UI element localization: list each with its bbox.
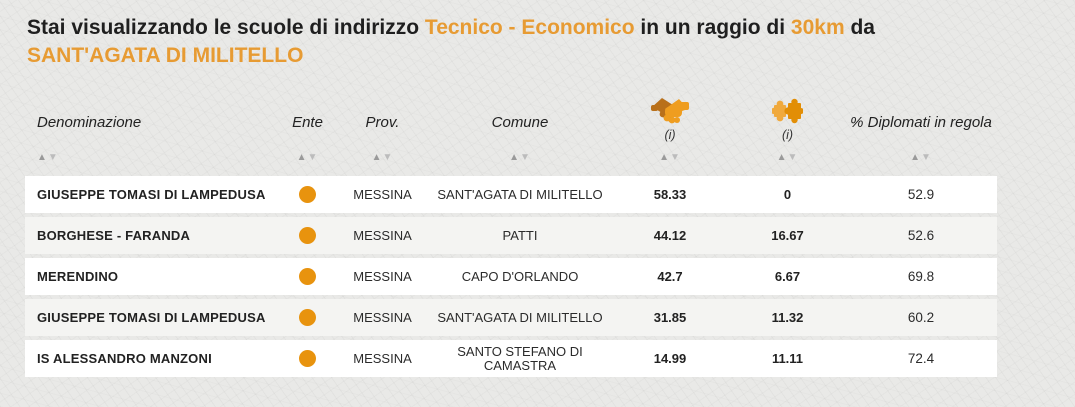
table-header: Denominazione ▲▼ Ente ▲▼ Prov. ▲▼ Comune… <box>25 85 997 163</box>
column-header-handshake: (i) ▲▼ <box>610 85 730 163</box>
sort-desc-icon[interactable]: ▼ <box>787 152 799 163</box>
column-header-prov: Prov. ▲▼ <box>335 85 430 163</box>
info-link[interactable]: (i) <box>781 128 794 142</box>
sort-desc-icon[interactable]: ▼ <box>520 152 531 163</box>
school-name[interactable]: BORGHESE - FARANDA <box>37 227 191 243</box>
sort-desc-icon[interactable]: ▼ <box>47 152 59 163</box>
ente-dot-icon <box>299 309 316 326</box>
table-row[interactable]: BORGHESE - FARANDA MESSINA PATTI 44.12 1… <box>25 217 997 254</box>
title-indirizzo: Tecnico - Economico <box>424 16 635 39</box>
puzzle-value: 6.67 <box>774 268 801 284</box>
table-row[interactable]: MERENDINO MESSINA CAPO D'ORLANDO 42.7 6.… <box>25 258 997 295</box>
column-label: % Diplomati in regola <box>850 114 992 131</box>
sort-arrows[interactable]: ▲▼ <box>777 152 799 163</box>
province-cell: MESSINA <box>353 309 412 325</box>
puzzle-value: 11.11 <box>771 350 804 366</box>
sort-arrows[interactable]: ▲▼ <box>659 152 681 163</box>
ente-dot-icon <box>299 268 316 285</box>
title-text: Stai visualizzando le scuole di indirizz… <box>27 16 425 39</box>
handshake-value: 44.12 <box>653 227 687 243</box>
table-body: GIUSEPPE TOMASI DI LAMPEDUSA MESSINA SAN… <box>25 176 997 381</box>
ente-dot-icon <box>299 227 316 244</box>
column-header-ente: Ente ▲▼ <box>280 85 335 163</box>
comune-cell: PATTI <box>430 227 610 243</box>
handshake-value: 31.85 <box>653 309 687 325</box>
page-title-location: SANT'AGATA DI MILITELLO <box>27 44 304 67</box>
province-cell: MESSINA <box>353 350 412 366</box>
title-text: da <box>844 16 875 39</box>
info-link[interactable]: (i) <box>664 128 676 142</box>
handshake-value: 42.7 <box>657 268 683 284</box>
sort-arrows[interactable]: ▲▼ <box>509 152 531 163</box>
diplomati-value: 52.6 <box>907 227 935 243</box>
table-row[interactable]: IS ALESSANDRO MANZONI MESSINA SANTO STEF… <box>25 340 997 377</box>
diplomati-value: 72.4 <box>907 350 935 366</box>
ente-cell <box>280 227 335 244</box>
sort-asc-icon[interactable]: ▲ <box>37 152 48 163</box>
sort-arrows[interactable]: ▲▼ <box>910 152 932 163</box>
handshake-value: 14.99 <box>653 350 687 366</box>
table-row[interactable]: GIUSEPPE TOMASI DI LAMPEDUSA MESSINA SAN… <box>25 176 997 213</box>
column-label: Ente <box>292 114 323 131</box>
title-radius: 30km <box>790 16 845 39</box>
page-title-line1: Stai visualizzando le scuole di indirizz… <box>27 14 875 42</box>
puzzle-value: 11.32 <box>771 309 804 325</box>
sort-desc-icon[interactable]: ▼ <box>307 152 319 163</box>
comune-cell: SANT'AGATA DI MILITELLO <box>430 186 610 202</box>
sort-desc-icon[interactable]: ▼ <box>382 152 394 163</box>
comune-cell: SANTO STEFANO DI CAMASTRA <box>430 343 610 373</box>
puzzle-value: 0 <box>783 186 792 202</box>
sort-asc-icon[interactable]: ▲ <box>296 152 308 163</box>
column-label: Denominazione <box>37 114 142 131</box>
column-label: Comune <box>491 114 549 131</box>
province-cell: MESSINA <box>353 268 412 284</box>
province-cell: MESSINA <box>353 227 412 243</box>
school-name[interactable]: IS ALESSANDRO MANZONI <box>37 350 212 366</box>
sort-asc-icon[interactable]: ▲ <box>509 152 520 163</box>
ente-cell <box>280 350 335 367</box>
comune-value: PATTI <box>502 227 538 243</box>
handshake-icon <box>651 98 689 124</box>
province-cell: MESSINA <box>353 186 412 202</box>
diplomati-value: 52.9 <box>907 186 935 202</box>
school-name[interactable]: GIUSEPPE TOMASI DI LAMPEDUSA <box>37 186 266 202</box>
column-header-comune: Comune ▲▼ <box>430 85 610 163</box>
ente-cell <box>280 186 335 203</box>
puzzle-icon <box>772 98 803 124</box>
comune-value: SANT'AGATA DI MILITELLO <box>437 186 603 202</box>
ente-cell <box>280 268 335 285</box>
title-text: in un raggio di <box>634 16 791 39</box>
sort-desc-icon[interactable]: ▼ <box>670 152 681 163</box>
comune-value: SANTO STEFANO DI CAMASTRA <box>457 343 583 373</box>
school-name[interactable]: GIUSEPPE TOMASI DI LAMPEDUSA <box>37 309 266 325</box>
column-header-diplomati: % Diplomati in regola ▲▼ <box>845 85 997 163</box>
diplomati-value: 60.2 <box>907 309 935 325</box>
diplomati-value: 69.8 <box>907 268 935 284</box>
puzzle-value: 16.67 <box>771 227 804 243</box>
sort-arrows[interactable]: ▲▼ <box>372 152 394 163</box>
sort-arrows[interactable]: ▲▼ <box>37 152 59 163</box>
ente-cell <box>280 309 335 326</box>
sort-asc-icon[interactable]: ▲ <box>371 152 383 163</box>
page-title: Stai visualizzando le scuole di indirizz… <box>27 14 875 70</box>
sort-asc-icon[interactable]: ▲ <box>659 152 670 163</box>
column-label: Prov. <box>365 114 400 131</box>
sort-arrows[interactable]: ▲▼ <box>297 152 319 163</box>
column-header-denominazione: Denominazione ▲▼ <box>25 85 280 163</box>
comune-value: SANT'AGATA DI MILITELLO <box>437 309 603 325</box>
comune-value: CAPO D'ORLANDO <box>461 268 579 284</box>
table-row[interactable]: GIUSEPPE TOMASI DI LAMPEDUSA MESSINA SAN… <box>25 299 997 336</box>
comune-cell: CAPO D'ORLANDO <box>430 268 610 284</box>
ente-dot-icon <box>299 350 316 367</box>
column-header-puzzle: (i) ▲▼ <box>730 85 845 163</box>
school-name[interactable]: MERENDINO <box>37 268 119 284</box>
sort-asc-icon[interactable]: ▲ <box>910 152 921 163</box>
handshake-value: 58.33 <box>653 186 687 202</box>
ente-dot-icon <box>299 186 316 203</box>
comune-cell: SANT'AGATA DI MILITELLO <box>430 309 610 325</box>
sort-asc-icon[interactable]: ▲ <box>776 152 788 163</box>
sort-desc-icon[interactable]: ▼ <box>921 152 932 163</box>
